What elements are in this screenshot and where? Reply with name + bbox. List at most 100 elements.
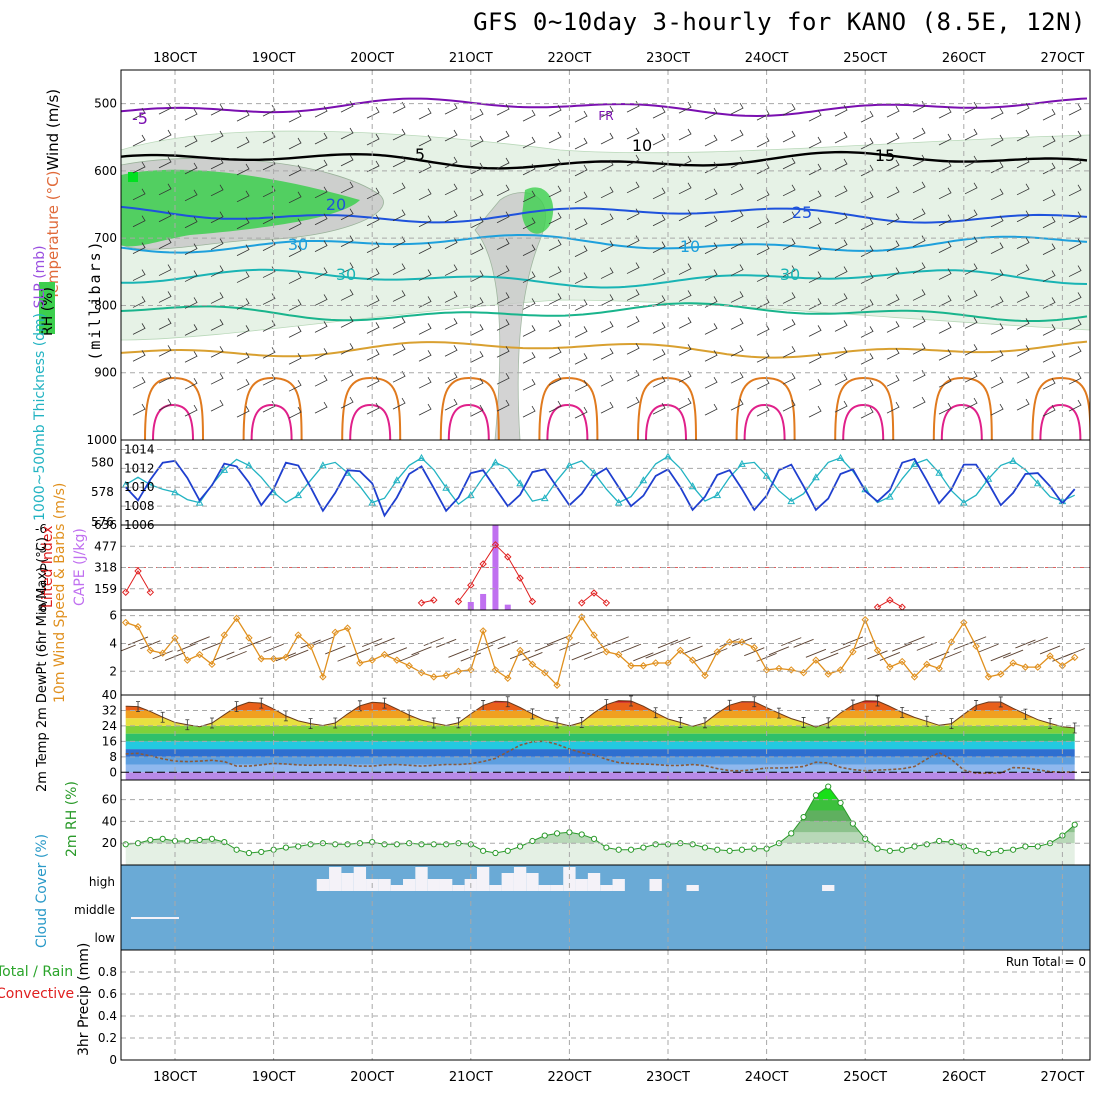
wind-barb	[781, 637, 802, 647]
wind-barb	[418, 188, 432, 201]
wind-barb	[418, 376, 432, 389]
contour-label: FR	[598, 109, 613, 123]
rh2m-marker	[344, 841, 351, 848]
wind-speed-marker	[688, 656, 697, 664]
wind-barb	[366, 295, 380, 307]
wind-barb	[670, 636, 691, 646]
wind-speed-marker	[787, 666, 795, 674]
rh2m-marker	[640, 844, 647, 851]
rh-legend-label: RH (%)	[40, 287, 56, 336]
rh2m-marker	[529, 837, 536, 845]
cloud-bar	[513, 867, 527, 891]
wind-barb	[574, 164, 588, 177]
wind-barb	[485, 636, 506, 646]
wind-barb	[470, 324, 484, 336]
instability-plot	[121, 525, 1090, 610]
wind-speed-marker	[331, 628, 339, 637]
cloud-bar	[403, 879, 416, 891]
cloud-bar	[538, 885, 551, 891]
y-tick-label: 40	[102, 688, 117, 702]
contour-label: 30	[780, 265, 800, 284]
isotherm-30-loop	[439, 376, 500, 440]
wind-barb	[842, 636, 864, 646]
wind-barb	[210, 130, 224, 143]
temp-minmax-bar	[949, 718, 954, 729]
wind-barb	[522, 352, 536, 364]
wind-barb	[158, 291, 172, 303]
rh2m-marker	[985, 849, 992, 857]
temp-band	[125, 764, 1075, 773]
isotherm-35-loop	[447, 403, 490, 440]
wind-barb	[964, 236, 978, 248]
wind-barb	[768, 646, 790, 656]
wind-barb	[990, 215, 1004, 228]
wind-barb	[314, 132, 328, 145]
wind-barb	[886, 401, 900, 414]
wind-speed-marker	[972, 642, 980, 650]
wind-barb	[548, 400, 562, 413]
rh2m-marker	[159, 835, 166, 842]
wind-barb	[444, 129, 458, 142]
thickness-marker	[639, 476, 648, 484]
li-marker	[454, 597, 463, 606]
wind-barb	[1016, 264, 1030, 276]
temp-minmax-bar	[653, 707, 658, 719]
wind-barb	[1042, 135, 1056, 148]
wind-barb	[210, 157, 224, 170]
wind-barb	[340, 343, 354, 355]
wind-barb	[855, 640, 876, 650]
wind-speed-marker	[146, 646, 155, 655]
rh2m-marker	[332, 841, 339, 848]
wind-barb	[626, 396, 640, 409]
rh2m-marker	[948, 839, 955, 846]
contour-label: 15	[875, 146, 895, 165]
rh2m-marker	[381, 841, 388, 848]
wind-barb	[325, 645, 346, 655]
wind-barb	[392, 128, 406, 141]
rh2m-marker	[221, 839, 228, 846]
wind-barb	[418, 350, 432, 362]
wind-barb	[236, 325, 250, 337]
wind-barb	[912, 316, 926, 328]
isotherm-30-loop	[1031, 376, 1090, 440]
date-label-bottom: 18OCT	[153, 1070, 197, 1085]
wind-barb	[418, 323, 432, 335]
rh2m-marker	[886, 847, 893, 854]
rh2m-marker	[504, 847, 511, 854]
date-label-top: 21OCT	[449, 51, 493, 66]
isotherm-35-loop	[1039, 403, 1082, 440]
wind-barb	[362, 638, 383, 648]
wind-barb	[448, 648, 469, 658]
cloud-bar	[415, 867, 428, 891]
cloud-background	[121, 865, 1090, 950]
cape-bar	[504, 604, 511, 610]
wind-barb	[1039, 645, 1061, 655]
thickness-marker	[540, 494, 549, 502]
wind-barb	[496, 265, 510, 277]
wind-barb	[288, 110, 302, 123]
wind-barb	[184, 243, 198, 255]
wind-barb	[912, 208, 926, 221]
wind-barb	[496, 130, 510, 143]
wind-barb	[886, 321, 900, 333]
wind-barb	[236, 271, 250, 283]
cloud-level-label: middle	[74, 903, 115, 917]
wind-barb	[964, 263, 978, 275]
wind-barb	[132, 161, 146, 174]
wind-barb	[808, 163, 822, 176]
upper-air-plot: -5 FR 5 10 15 20 25 30 10 30 30	[121, 97, 1090, 440]
wind-barb	[300, 639, 321, 649]
wind-speed-marker	[232, 614, 241, 623]
wind-barb	[886, 348, 900, 360]
wind-barb	[678, 155, 692, 168]
cape-tick-label: 477	[94, 539, 117, 553]
temp2m-side-label: 2m Temp 2m DewPt (6hr Min/Max) (°C)	[35, 537, 50, 792]
temp-bands	[125, 700, 1075, 780]
wind-barb	[210, 292, 224, 304]
wind-barb	[314, 294, 328, 306]
wind-barb	[496, 319, 510, 331]
wind-barb	[496, 157, 510, 170]
wind-barb	[652, 402, 666, 415]
wind-barb	[1068, 372, 1082, 385]
